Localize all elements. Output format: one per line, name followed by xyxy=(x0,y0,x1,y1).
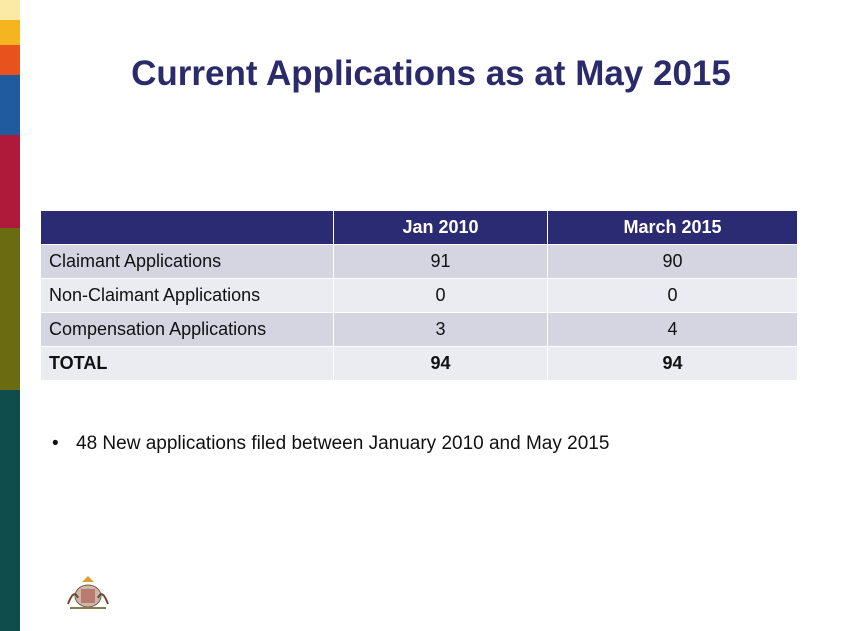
stripe xyxy=(0,45,20,75)
title: Current Applications as at May 2015 xyxy=(131,54,731,93)
cell: 94 xyxy=(547,346,798,381)
cell: Non-Claimant Applications xyxy=(40,278,334,313)
header-row: Jan 2010 March 2015 xyxy=(40,210,798,245)
cell: 91 xyxy=(333,244,548,279)
cell: Claimant Applications xyxy=(40,244,334,279)
header-cell xyxy=(40,210,334,245)
cell: TOTAL xyxy=(40,346,334,381)
row: Claimant Applications 91 90 xyxy=(40,244,798,279)
bullet-item: • 48 New applications filed between Janua… xyxy=(52,433,609,455)
header-cell: March 2015 xyxy=(547,210,798,245)
bullet-dot: • xyxy=(52,433,59,454)
header-cell: Jan 2010 xyxy=(333,210,548,245)
row: Compensation Applications 3 4 xyxy=(40,312,798,347)
cell: 0 xyxy=(333,278,548,313)
stripe xyxy=(0,75,20,135)
emblem xyxy=(67,576,109,609)
cell: 3 xyxy=(333,312,548,347)
cell: 90 xyxy=(547,244,798,279)
bullet-text: 48 New applications filed between Januar… xyxy=(76,433,610,454)
cell: 4 xyxy=(547,312,798,347)
cell: Compensation Applications xyxy=(40,312,334,347)
row: Non-Claimant Applications 0 0 xyxy=(40,278,798,313)
stripe xyxy=(0,0,20,20)
stripe xyxy=(0,390,20,631)
cell: 0 xyxy=(547,278,798,313)
table: Jan 2010 March 2015 Claimant Application… xyxy=(40,210,798,381)
stripe xyxy=(0,135,20,228)
total-row: TOTAL 94 94 xyxy=(40,346,798,381)
stripe xyxy=(0,228,20,390)
stripe xyxy=(0,20,20,45)
cell: 94 xyxy=(333,346,548,381)
